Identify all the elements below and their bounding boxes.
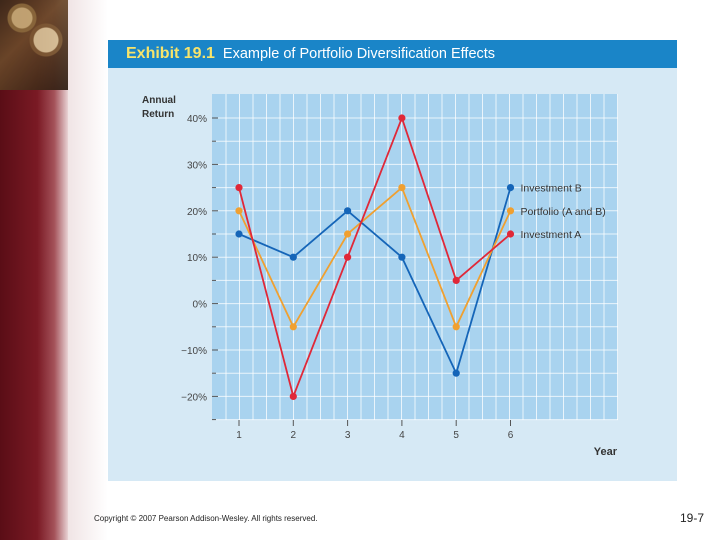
data-point xyxy=(344,253,352,261)
left-fade xyxy=(68,0,108,540)
y-tick-label: 0% xyxy=(193,300,208,311)
legend-label: Portfolio (A and B) xyxy=(521,206,606,218)
x-tick-label: 1 xyxy=(236,430,242,441)
data-point xyxy=(398,184,406,192)
data-point xyxy=(235,230,243,238)
x-tick-label: 3 xyxy=(345,430,351,441)
exhibit-title-bar: Exhibit 19.1 Example of Portfolio Divers… xyxy=(108,40,677,68)
data-point xyxy=(289,253,297,261)
data-point xyxy=(398,253,406,261)
exhibit-label: Exhibit 19.1 xyxy=(126,45,215,62)
data-point xyxy=(344,230,352,238)
page-number: 19-7 xyxy=(679,511,704,525)
copyright-text: Copyright © 2007 Pearson Addison-Wesley.… xyxy=(94,514,318,523)
legend-label: Investment A xyxy=(521,229,582,241)
y-axis-label-line1: Annual xyxy=(142,95,176,106)
y-axis-label-line2: Return xyxy=(142,109,174,120)
x-tick-label: 6 xyxy=(508,430,514,441)
data-point xyxy=(452,276,460,284)
data-point xyxy=(289,392,297,400)
coins-decoration-image xyxy=(0,0,68,90)
exhibit-title: Example of Portfolio Diversification Eff… xyxy=(222,46,496,62)
y-tick-label: −10% xyxy=(181,346,207,357)
portfolio-line-chart: Annual Return 40% 30% 20% 10% 0% −10% −20% 1 2 3 4 5 6… xyxy=(142,94,618,458)
data-point xyxy=(452,369,460,377)
data-point xyxy=(235,207,243,215)
x-tick-label: 4 xyxy=(399,430,405,441)
data-point xyxy=(506,184,515,192)
left-decorative-band xyxy=(0,0,68,540)
data-point xyxy=(289,323,297,331)
y-tick-label: 40% xyxy=(187,114,207,125)
y-tick-label: −20% xyxy=(181,392,207,403)
y-tick-label: 20% xyxy=(187,207,207,218)
y-tick-label: 10% xyxy=(187,253,207,264)
data-point xyxy=(235,184,243,192)
legend-label: Investment B xyxy=(521,183,582,195)
series-line-1 xyxy=(238,186,512,330)
x-axis-label: Year xyxy=(594,446,618,458)
x-tick-label: 2 xyxy=(291,430,297,441)
data-point xyxy=(398,114,406,122)
data-point xyxy=(506,230,515,238)
series-line-2 xyxy=(238,115,512,400)
exhibit-panel: Exhibit 19.1 Example of Portfolio Divers… xyxy=(108,40,677,481)
data-point xyxy=(344,207,352,215)
data-point xyxy=(506,207,515,215)
y-tick-label: 30% xyxy=(187,160,207,171)
series-line-0 xyxy=(238,187,512,376)
x-tick-label: 5 xyxy=(453,430,459,441)
data-point xyxy=(452,323,460,331)
